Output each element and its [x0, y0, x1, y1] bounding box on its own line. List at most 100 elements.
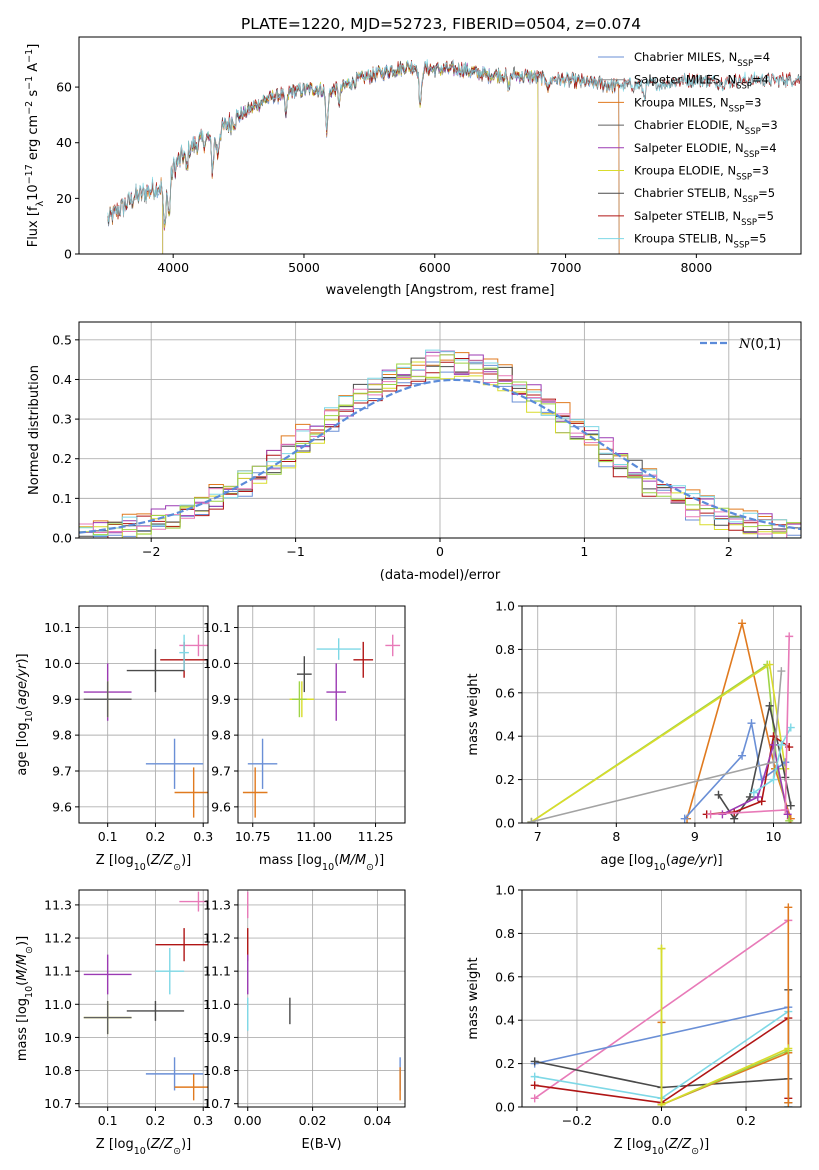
spectrum-legend-eq: =5: [757, 209, 774, 223]
mass_weight_vs_Z-marker: [784, 903, 793, 912]
mass_weight_vs_Z-ytick-label: 0.6: [495, 969, 515, 984]
age_vs_Z-ytick-label: 9.7: [52, 763, 72, 778]
mass_weight_vs_Z-xlabel-part: 10: [652, 1146, 664, 1157]
mass_weight_vs_age-ylabel: mass weight: [466, 673, 481, 755]
residuals-ytick-label: 0.5: [52, 332, 72, 347]
mass_weight_vs_age-marker: [785, 632, 794, 641]
age_vs_Z-errorbar-point: [174, 767, 208, 818]
mass_weight_vs_Z-xtick-label: 0.2: [736, 1113, 756, 1128]
spectrum-legend-label: Salpeter MILES, NSSP=4: [634, 73, 769, 92]
spectrum-ylabel-part: λ: [35, 200, 46, 206]
mass_weight_vs_Z-marker: [530, 1072, 539, 1081]
mass_weight_vs_age-marker: [745, 792, 754, 801]
mass_weight_vs_age-marker: [747, 719, 756, 728]
mass_vs_Z-ytick-label: 10.8: [44, 1063, 72, 1078]
mass_vs_ebv-ytick-label: 10.9: [203, 1030, 231, 1045]
mass_weight_vs_age-series-line: [530, 663, 787, 823]
mass_weight_vs_age-marker: [527, 817, 536, 823]
age_vs_Z-errorbar-point: [83, 681, 132, 718]
spectrum-legend-label: Chabrier MILES, NSSP=4: [634, 50, 770, 69]
mass_vs_ebv-ytick-label: 11.0: [203, 997, 231, 1012]
figure-title: PLATE=1220, MJD=52723, FIBERID=0504, z=0…: [241, 15, 641, 33]
mass_weight_vs_Z-xlabel-part: )]: [699, 1137, 709, 1152]
mass_weight_vs_age-marker: [753, 792, 762, 801]
spectrum-legend-label: Kroupa MILES, NSSP=3: [634, 95, 761, 114]
age_vs_mass-errorbar-point: [296, 656, 312, 693]
mass_weight_vs_age-series-line: [531, 671, 783, 823]
residuals-xtick-label: −2: [142, 544, 160, 559]
age_vs_Z-ytick-label: 9.9: [52, 692, 72, 707]
mass_weight_vs_age-marker: [777, 667, 786, 676]
spectrum-ylabel-part: ]: [26, 44, 41, 49]
mass_vs_Z-ytick-label: 11.3: [44, 897, 72, 912]
age_vs_Z-errorbar-point: [145, 738, 204, 789]
mass_vs_Z-axes: 0.1 0.2 0.3 10.7 10.8 10.9 11.0 11.1 11.2 11.3: [44, 890, 213, 1128]
mass_vs_Z-ylabel-part: mass [log: [15, 998, 30, 1061]
mass_weight_vs_Z-series-line: [660, 948, 789, 1107]
age_vs_mass-plot: [242, 634, 401, 818]
spectrum-xtick-label: 4000: [157, 260, 189, 275]
mass_vs_Z-ylabel: mass [log10(M/M⊙)]: [15, 936, 35, 1061]
mass_weight_vs_Z-xtick-label: 0.0: [652, 1113, 672, 1128]
mass_weight_vs_age-marker: [777, 740, 786, 749]
mass_weight_vs_Z-xlabel-part: Z [log: [614, 1137, 652, 1152]
mass_weight_vs_Z-ytick-label: 1.0: [495, 883, 515, 898]
mass_weight_vs_age-axes: 7 8 9 10 0.0 0.2 0.4 0.6 0.8 1.0: [495, 599, 801, 844]
residuals-xlabel: (data-model)/error: [380, 568, 501, 583]
age_vs_Z-xlabel-part: 10: [134, 862, 146, 873]
spectrum-ylabel-part: s: [26, 90, 41, 101]
mass_vs_Z-xtick-label: 0.3: [193, 1113, 213, 1128]
age_vs_Z-xtick-label: 0.1: [98, 829, 118, 844]
age_vs_mass-errorbar-point: [353, 641, 374, 678]
age_vs_Z-ytick-label: 10.1: [44, 620, 72, 635]
mass_weight_vs_Z-marker: [784, 1098, 793, 1107]
mass_weight_vs_age-marker: [706, 810, 715, 819]
mass_vs_Z-ylabel-part: )]: [15, 936, 30, 946]
spectrum-legend-text: Chabrier STELIB, N: [634, 186, 742, 200]
mass_weight_vs_Z-marker: [657, 1100, 666, 1107]
age_vs_Z-ylabel-part: 10: [24, 710, 35, 722]
age_vs_mass-xlabel-part: )]: [374, 853, 384, 868]
mass_weight_vs_age-marker: [769, 758, 778, 767]
spectrum-ylabel-part: −17: [24, 164, 35, 184]
age_vs_Z-ylabel-part: )]: [15, 653, 30, 663]
mass_vs_ebv-xtick-label: 0.04: [364, 1113, 392, 1128]
spectrum-series-line: [107, 59, 801, 225]
age_vs_Z-ylabel-part: age [log: [15, 722, 30, 775]
mass_weight_vs_Z-axes: −0.2 0.0 0.2 0.0 0.2 0.4 0.6 0.8 1.0: [495, 883, 801, 1128]
age_vs_mass-xtick-label: 11.00: [296, 829, 332, 844]
age_vs_Z-plot: [83, 634, 208, 818]
mass_weight_vs_age-xtick-label: 10: [766, 829, 782, 844]
mass_weight_vs_age-marker: [749, 788, 758, 797]
spectrum-legend-label: Salpeter ELODIE, NSSP=4: [634, 141, 777, 160]
mass_weight_vs_age-marker: [786, 723, 795, 732]
age_vs_Z-ylabel: age [log10(age/yr)]: [15, 653, 35, 775]
spectrum-legend-text: Salpeter MILES, N: [634, 73, 736, 87]
spectrum-legend-sub: SSP: [744, 150, 760, 160]
spectrum-xlabel: wavelength [Angstrom, rest frame]: [326, 283, 555, 298]
mass_weight_vs_Z-marker: [657, 944, 666, 953]
age_vs_Z-ytick-label: 9.6: [52, 799, 72, 814]
age_vs_Z-errorbar-point: [126, 649, 185, 693]
residuals-ytick-label: 0.2: [52, 451, 72, 466]
mass_vs_Z-errorbar-point: [145, 1057, 204, 1091]
mass_vs_Z-ytick-label: 11.1: [44, 964, 72, 979]
spectrum-legend-sub: SSP: [734, 241, 750, 251]
mass_weight_vs_age-xtick-label: 9: [691, 829, 699, 844]
age_vs_mass-errorbar-point: [316, 638, 361, 660]
mass_vs_Z-plot: [83, 891, 208, 1101]
mass_vs_ebv-ytick-label: 11.1: [203, 964, 231, 979]
age_vs_Z-ytick-label: 10.0: [44, 656, 72, 671]
mass_weight_vs_age-marker: [757, 797, 766, 806]
spectrum-legend-sub: SSP: [745, 127, 761, 137]
age_vs_mass-errorbar-point: [292, 681, 307, 718]
mass_vs_Z-frame: [78, 889, 209, 1108]
mass_weight_vs_age-xlabel: age [log10(age/yr)]: [600, 853, 722, 873]
mass_vs_Z-xlabel-part: )]: [181, 1137, 191, 1152]
mass_weight_vs_age-xlabel-part: age/yr: [671, 853, 714, 868]
age_vs_mass-xtick-label: 11.25: [358, 829, 394, 844]
mass_weight_vs_Z-series-line: [660, 948, 789, 1107]
mass_vs_ebv-axes: 0.00 0.02 0.04 10.7 10.8 10.9 11.0 11.1 11.2 11.3: [203, 890, 405, 1128]
mass_weight_vs_Z-ytick-label: 0.2: [495, 1056, 515, 1071]
